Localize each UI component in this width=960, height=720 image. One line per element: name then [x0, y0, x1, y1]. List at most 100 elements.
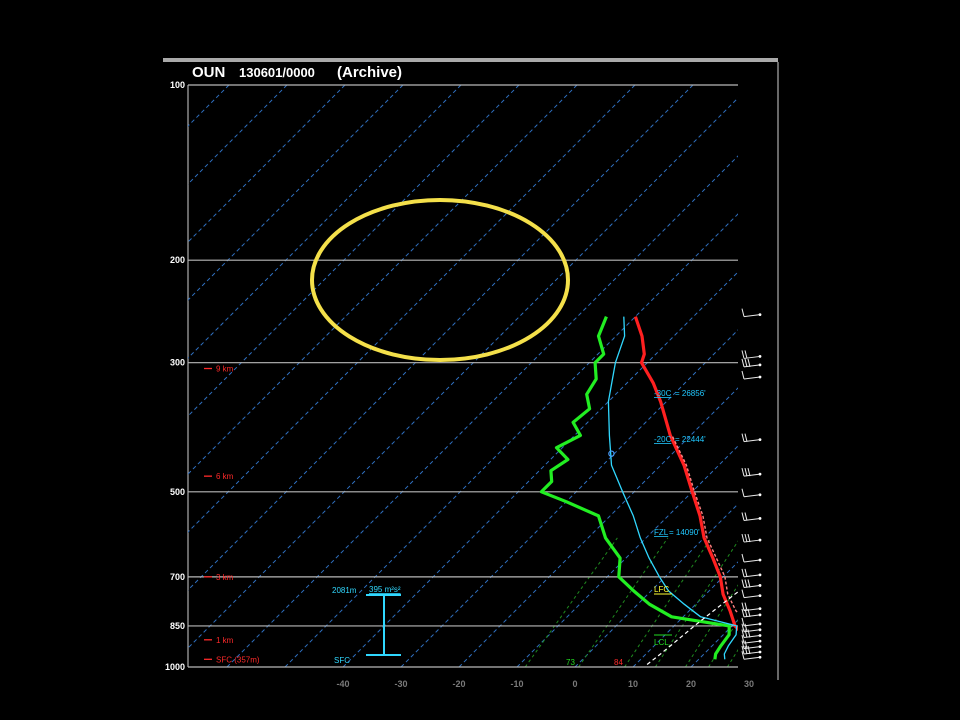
wind-barb-flag	[744, 579, 748, 588]
wind-barb-dot	[758, 438, 762, 442]
wind-barb-dot	[758, 517, 762, 520]
wind-barb-dot	[758, 375, 762, 379]
isotherm-line	[342, 271, 738, 667]
wetbulb-marker	[608, 450, 615, 457]
wind-barb-dot	[758, 538, 762, 542]
wind-barb-staff	[743, 494, 761, 498]
wind-barb-flag	[741, 468, 745, 477]
mixing-ratio-line	[726, 649, 738, 667]
temperature-tick-label: 30	[744, 679, 754, 689]
wind-barb-dot	[758, 584, 762, 587]
virtual-temperature-trace	[671, 435, 738, 615]
surface-dewpoint-label: 73	[566, 658, 575, 667]
temperature-trace	[633, 316, 738, 632]
wind-barbs	[741, 308, 762, 660]
isotherm-line	[188, 85, 636, 533]
annot-fzl-value: = 14090'	[669, 528, 700, 537]
wind-barb-flag	[744, 623, 748, 632]
wind-barb-flag	[741, 488, 745, 497]
wind-barb-dot	[758, 493, 762, 497]
mixing-ratio-line	[685, 584, 738, 667]
wind-barb-staff	[743, 623, 761, 627]
wind-barb-flag	[747, 608, 751, 617]
isotherm-line	[807, 85, 960, 667]
annot-lcl: LCL	[654, 638, 669, 647]
highlight-ellipse	[310, 198, 570, 362]
wind-barb-flag	[741, 358, 745, 367]
isobar-grid: 100 200 300 500 700 850 1000	[165, 80, 738, 672]
height-marker-label: SFC (357m)	[216, 655, 260, 664]
wind-barb-dot	[758, 472, 762, 476]
downdraft-trace	[646, 591, 738, 665]
annot-lfc: LFC	[654, 585, 669, 594]
height-marker-label: 1 km	[216, 636, 234, 645]
mixing-ratio-line	[524, 537, 618, 667]
wind-barb-flag	[741, 533, 745, 543]
pressure-tick-label: 100	[170, 80, 185, 90]
pressure-tick-label: 200	[170, 255, 185, 265]
wind-barb-staff	[743, 559, 761, 563]
wind-barb-dot	[758, 655, 762, 659]
wind-barb-flag	[741, 589, 745, 598]
isotherm-line	[400, 329, 738, 667]
wind-barb-dot	[758, 363, 762, 367]
parcel-trace	[748, 85, 807, 659]
wind-barb-flag	[744, 468, 748, 477]
wind-barb-dot	[758, 628, 762, 632]
isotherm-line	[284, 213, 738, 667]
pressure-tick-label: 850	[170, 621, 185, 631]
isotherm-line	[690, 619, 738, 667]
isotherm-line	[188, 85, 288, 185]
wind-barb-flag	[741, 629, 745, 638]
wind-barb-flag	[744, 608, 748, 617]
temperature-tick-label: 20	[686, 679, 696, 689]
wind-barb-flag	[744, 512, 748, 521]
temperature-tick-label: 0	[572, 679, 577, 689]
header-station: OUN	[192, 64, 225, 81]
wind-barb-flag	[744, 433, 748, 442]
wind-barb-flag	[741, 350, 745, 359]
wind-barb-flag	[741, 640, 745, 649]
height-marker-label: 6 km	[216, 472, 234, 481]
height-marker-label: 3 km	[216, 573, 234, 582]
wind-barb-flag	[747, 468, 751, 477]
wind-barb-flag	[741, 635, 745, 644]
title-divider	[163, 58, 778, 62]
wind-barb-dot	[758, 639, 762, 643]
isotherm-line	[188, 97, 738, 649]
wind-barb-flag	[747, 533, 751, 543]
sounding-traces	[539, 85, 807, 665]
mixing-ratio-line	[654, 540, 738, 667]
wind-barb-dot	[758, 558, 762, 562]
header-datetime: 130601/0000	[239, 65, 315, 80]
wind-barb-dot	[758, 607, 762, 610]
wind-barb-flag	[741, 308, 745, 317]
surface-temperature-label: 84	[614, 658, 623, 667]
pressure-tick-label: 700	[170, 572, 185, 582]
isotherm-line	[458, 387, 738, 667]
isotherm-line	[574, 503, 738, 667]
mixing-ratio-line	[624, 537, 712, 667]
virtual-parcel-trace	[759, 85, 801, 654]
wind-barb-flag	[744, 602, 748, 611]
temperature-tick-label: -20	[452, 679, 465, 689]
annot-neg30-key: -30C	[654, 389, 672, 398]
pressure-tick-label: 300	[170, 358, 185, 368]
wind-barb-staff	[743, 314, 761, 318]
wind-barb-dot	[758, 613, 762, 617]
annot-fzl-key: FZL	[654, 528, 669, 537]
wind-barb-flag	[741, 645, 745, 655]
wind-barb-dot	[758, 634, 762, 637]
temperature-tick-label: -30	[394, 679, 407, 689]
isotherm-line	[516, 445, 738, 667]
wind-barb-staff	[743, 595, 761, 599]
wind-barb-flag	[744, 645, 748, 655]
isotherm-line	[749, 85, 960, 667]
isotherm-line	[188, 85, 230, 127]
dewpoint-trace	[539, 315, 731, 660]
wind-barb-dot	[758, 645, 762, 649]
isotherm-line	[188, 85, 578, 475]
wind-barb-flag	[744, 350, 748, 359]
wind-barb-dot	[758, 594, 762, 598]
